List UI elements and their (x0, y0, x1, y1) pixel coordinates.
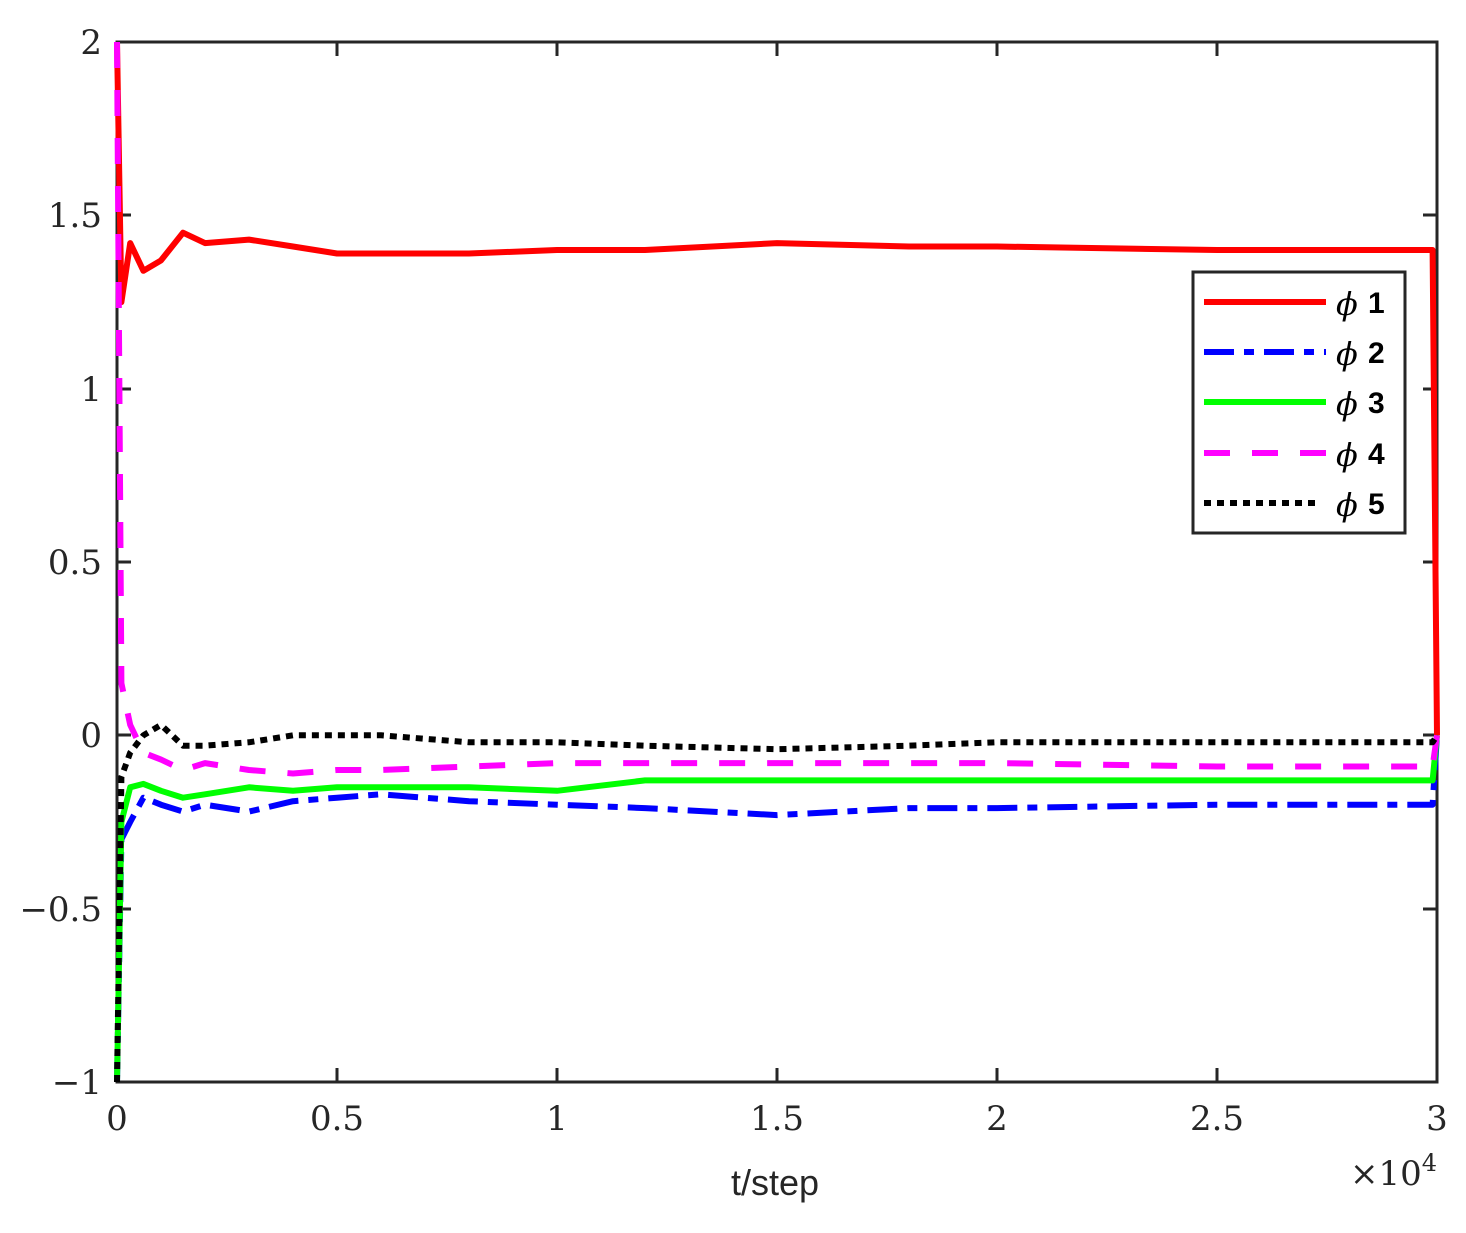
series-line-1 (114, 41, 1440, 736)
legend-label-3: 3 (1368, 387, 1385, 420)
legend-label-1: 1 (1368, 287, 1385, 320)
series-line-3 (114, 735, 1440, 1083)
plot-area (115, 40, 1439, 1084)
legend-phi: ϕ (1336, 285, 1358, 323)
x-tick: 0.5 (310, 1099, 364, 1139)
y-tick: 2 (80, 23, 102, 63)
series-line-4 (114, 41, 1440, 777)
x-tick-labels: 0 0.5 1 1.5 2 2.5 3 (106, 1099, 1448, 1139)
series-line-5 (114, 721, 1440, 1083)
legend: ϕ 1 ϕ 2 ϕ 3 ϕ 4 ϕ 5 (1191, 270, 1407, 535)
y-tick: 0.5 (48, 543, 102, 583)
x-multiplier: ×104 (1350, 1149, 1437, 1194)
x-tick: 1 (546, 1099, 568, 1139)
legend-phi: ϕ (1336, 486, 1358, 524)
legend-phi: ϕ (1336, 436, 1358, 474)
y-tick: −1 (52, 1063, 102, 1103)
y-tick: 1.5 (48, 196, 102, 236)
legend-label-5: 5 (1368, 488, 1385, 521)
x-tick: 2.5 (1190, 1099, 1244, 1139)
y-tick: −0.5 (19, 890, 102, 930)
x-tick: 0 (106, 1099, 128, 1139)
legend-label-4: 4 (1368, 438, 1385, 471)
series-layer (114, 41, 1440, 1083)
y-tick-labels: −1 −0.5 0 0.5 1 1.5 2 (19, 23, 102, 1103)
legend-phi: ϕ (1336, 385, 1358, 423)
x-tick: 1.5 (750, 1099, 804, 1139)
x-tick: 3 (1426, 1099, 1448, 1139)
legend-label-2: 2 (1368, 337, 1385, 370)
legend-phi: ϕ (1336, 335, 1358, 373)
x-axis-label: t/step (731, 1162, 819, 1203)
y-tick: 0 (80, 716, 102, 756)
x-tick: 2 (986, 1099, 1008, 1139)
y-tick: 1 (80, 370, 102, 410)
